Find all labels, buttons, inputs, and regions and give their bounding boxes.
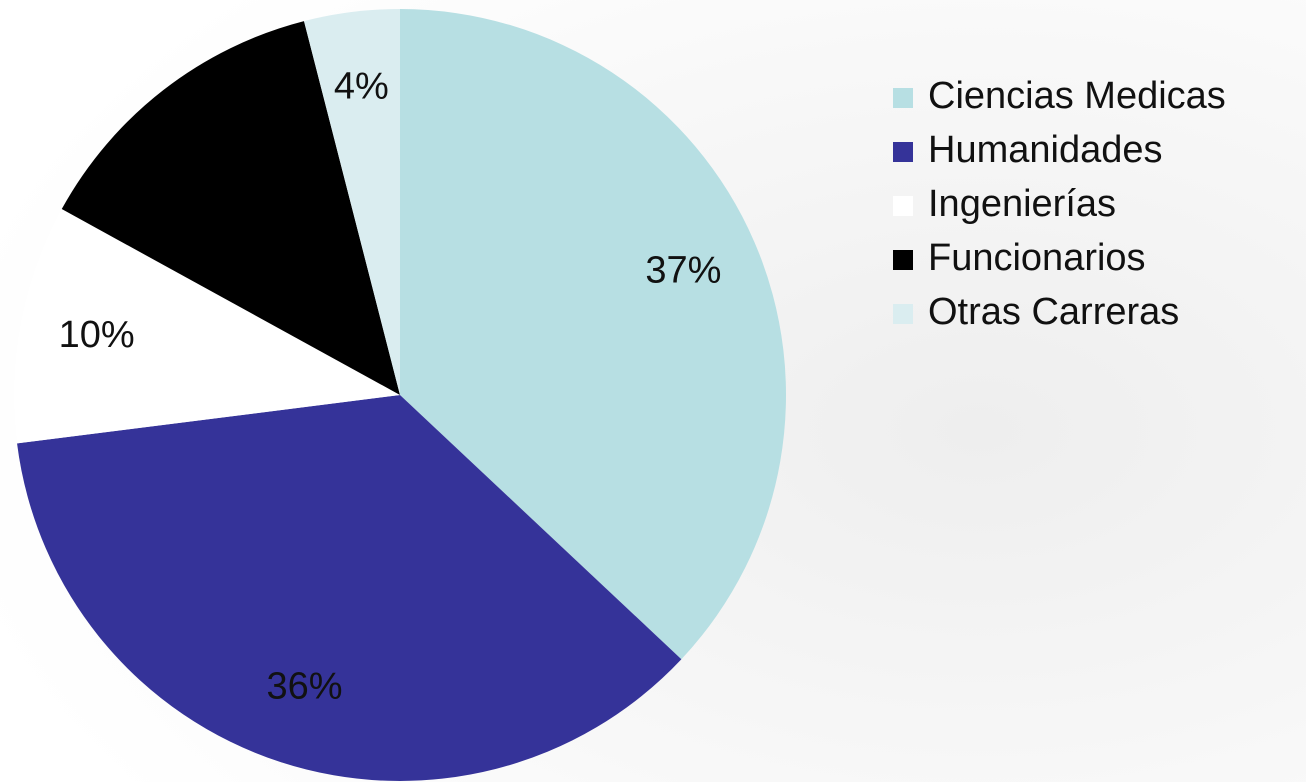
legend-label: Ciencias Medicas xyxy=(928,75,1226,117)
legend-label: Funcionarios xyxy=(928,237,1146,279)
data-label: 37% xyxy=(645,249,721,291)
data-label: 36% xyxy=(267,666,343,708)
legend-marker xyxy=(893,250,913,270)
legend-marker xyxy=(893,88,913,108)
data-label: 4% xyxy=(334,66,389,108)
legend-marker xyxy=(893,304,913,324)
legend-label: Ingenierías xyxy=(928,183,1116,225)
legend-marker xyxy=(893,142,913,162)
legend-label: Humanidades xyxy=(928,129,1162,171)
legend-label: Otras Carreras xyxy=(928,291,1179,333)
chart: 37% 36% 10% 4% Ciencias Medicas Humanidades I… xyxy=(0,0,1306,782)
pie: 37% 36% 10% 4% xyxy=(14,9,786,781)
data-label: 10% xyxy=(59,314,135,356)
legend-marker xyxy=(893,196,913,216)
